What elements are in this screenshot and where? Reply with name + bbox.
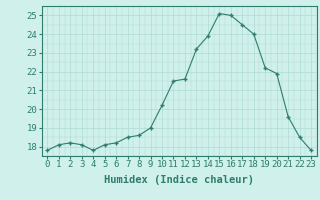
X-axis label: Humidex (Indice chaleur): Humidex (Indice chaleur) (104, 175, 254, 185)
